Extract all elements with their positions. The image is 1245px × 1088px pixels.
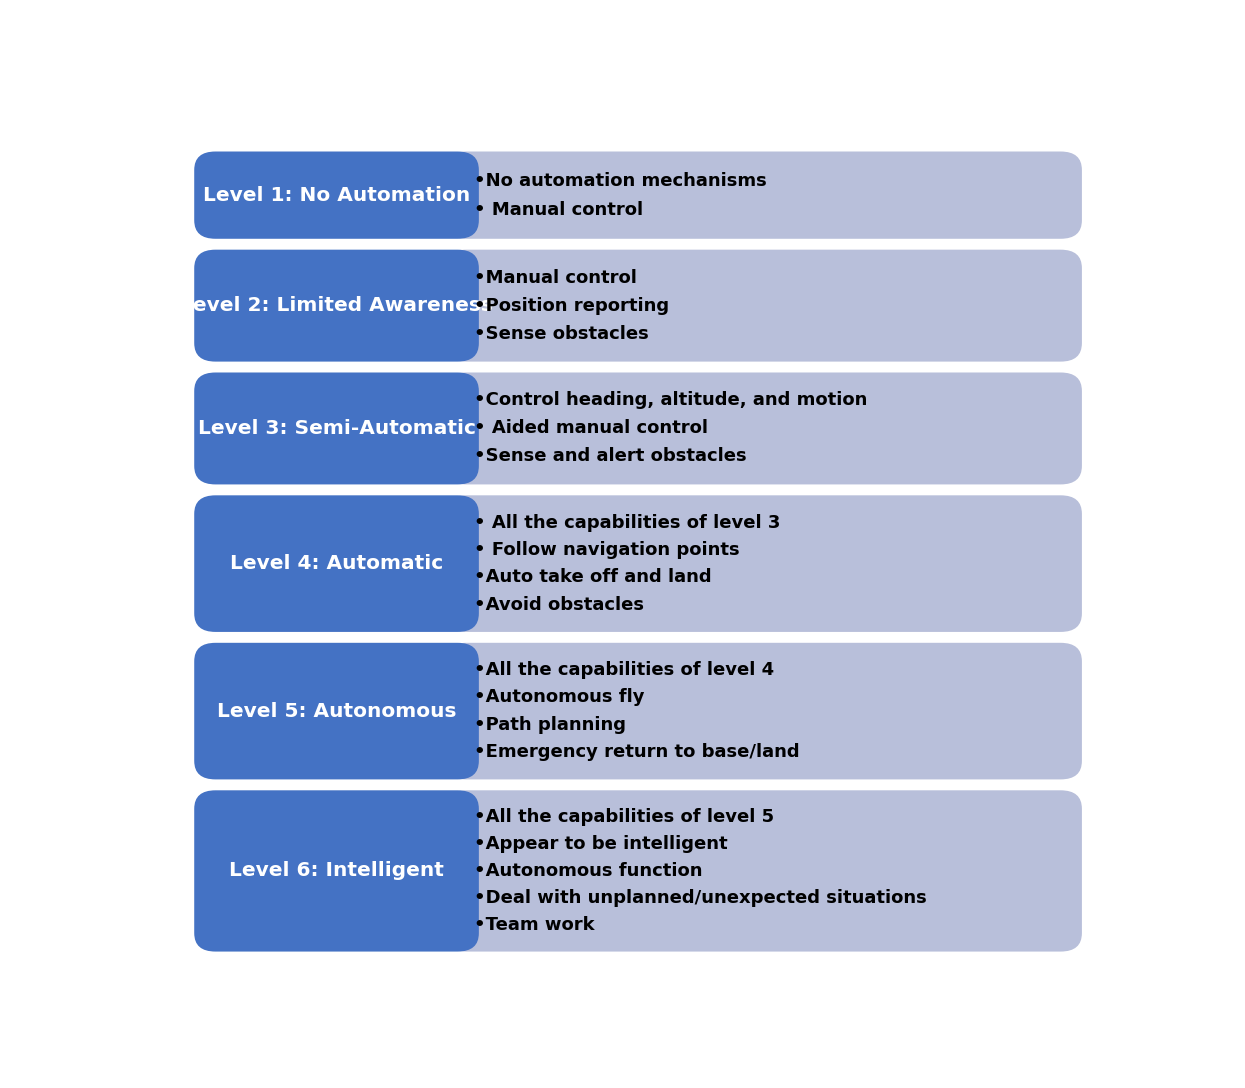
FancyBboxPatch shape — [194, 790, 479, 952]
Text: •Position reporting: •Position reporting — [474, 297, 669, 314]
FancyBboxPatch shape — [446, 372, 1082, 484]
Text: •Sense and alert obstacles: •Sense and alert obstacles — [474, 447, 747, 466]
Text: •Control heading, altitude, and motion: •Control heading, altitude, and motion — [474, 392, 868, 409]
FancyBboxPatch shape — [194, 249, 479, 361]
Text: •Avoid obstacles: •Avoid obstacles — [474, 595, 644, 614]
FancyBboxPatch shape — [446, 790, 1082, 952]
FancyBboxPatch shape — [194, 643, 479, 779]
Text: Level 4: Automatic: Level 4: Automatic — [230, 554, 443, 573]
FancyBboxPatch shape — [194, 372, 479, 484]
FancyBboxPatch shape — [194, 151, 479, 238]
Text: •All the capabilities of level 4: •All the capabilities of level 4 — [474, 662, 774, 679]
FancyBboxPatch shape — [194, 495, 479, 632]
Text: •Sense obstacles: •Sense obstacles — [474, 324, 649, 343]
Text: •Path planning: •Path planning — [474, 716, 626, 733]
Text: Level 3: Semi-Automatic: Level 3: Semi-Automatic — [198, 419, 476, 438]
Text: •Team work: •Team work — [474, 916, 595, 934]
Text: •Emergency return to base/land: •Emergency return to base/land — [474, 743, 799, 762]
FancyBboxPatch shape — [446, 643, 1082, 779]
Text: Level 1: No Automation: Level 1: No Automation — [203, 186, 471, 205]
Text: •All the capabilities of level 5: •All the capabilities of level 5 — [474, 808, 774, 826]
Text: • Manual control: • Manual control — [474, 200, 644, 219]
Text: •Autonomous function: •Autonomous function — [474, 862, 702, 880]
Text: •Deal with unplanned/unexpected situations: •Deal with unplanned/unexpected situatio… — [474, 889, 926, 906]
FancyBboxPatch shape — [446, 495, 1082, 632]
FancyBboxPatch shape — [446, 249, 1082, 361]
Text: •Appear to be intelligent: •Appear to be intelligent — [474, 836, 727, 853]
Text: • Follow navigation points: • Follow navigation points — [474, 541, 740, 559]
Text: •Manual control: •Manual control — [474, 269, 637, 286]
Text: •No automation mechanisms: •No automation mechanisms — [474, 172, 767, 189]
Text: • Aided manual control: • Aided manual control — [474, 420, 708, 437]
Text: Level 6: Intelligent: Level 6: Intelligent — [229, 862, 444, 880]
Text: •Autonomous fly: •Autonomous fly — [474, 689, 645, 706]
Text: •Auto take off and land: •Auto take off and land — [474, 568, 712, 586]
Text: • All the capabilities of level 3: • All the capabilities of level 3 — [474, 514, 781, 532]
Text: Level 2: Limited Awareness: Level 2: Limited Awareness — [181, 296, 493, 316]
FancyBboxPatch shape — [446, 151, 1082, 238]
Text: Level 5: Autonomous: Level 5: Autonomous — [217, 702, 456, 720]
